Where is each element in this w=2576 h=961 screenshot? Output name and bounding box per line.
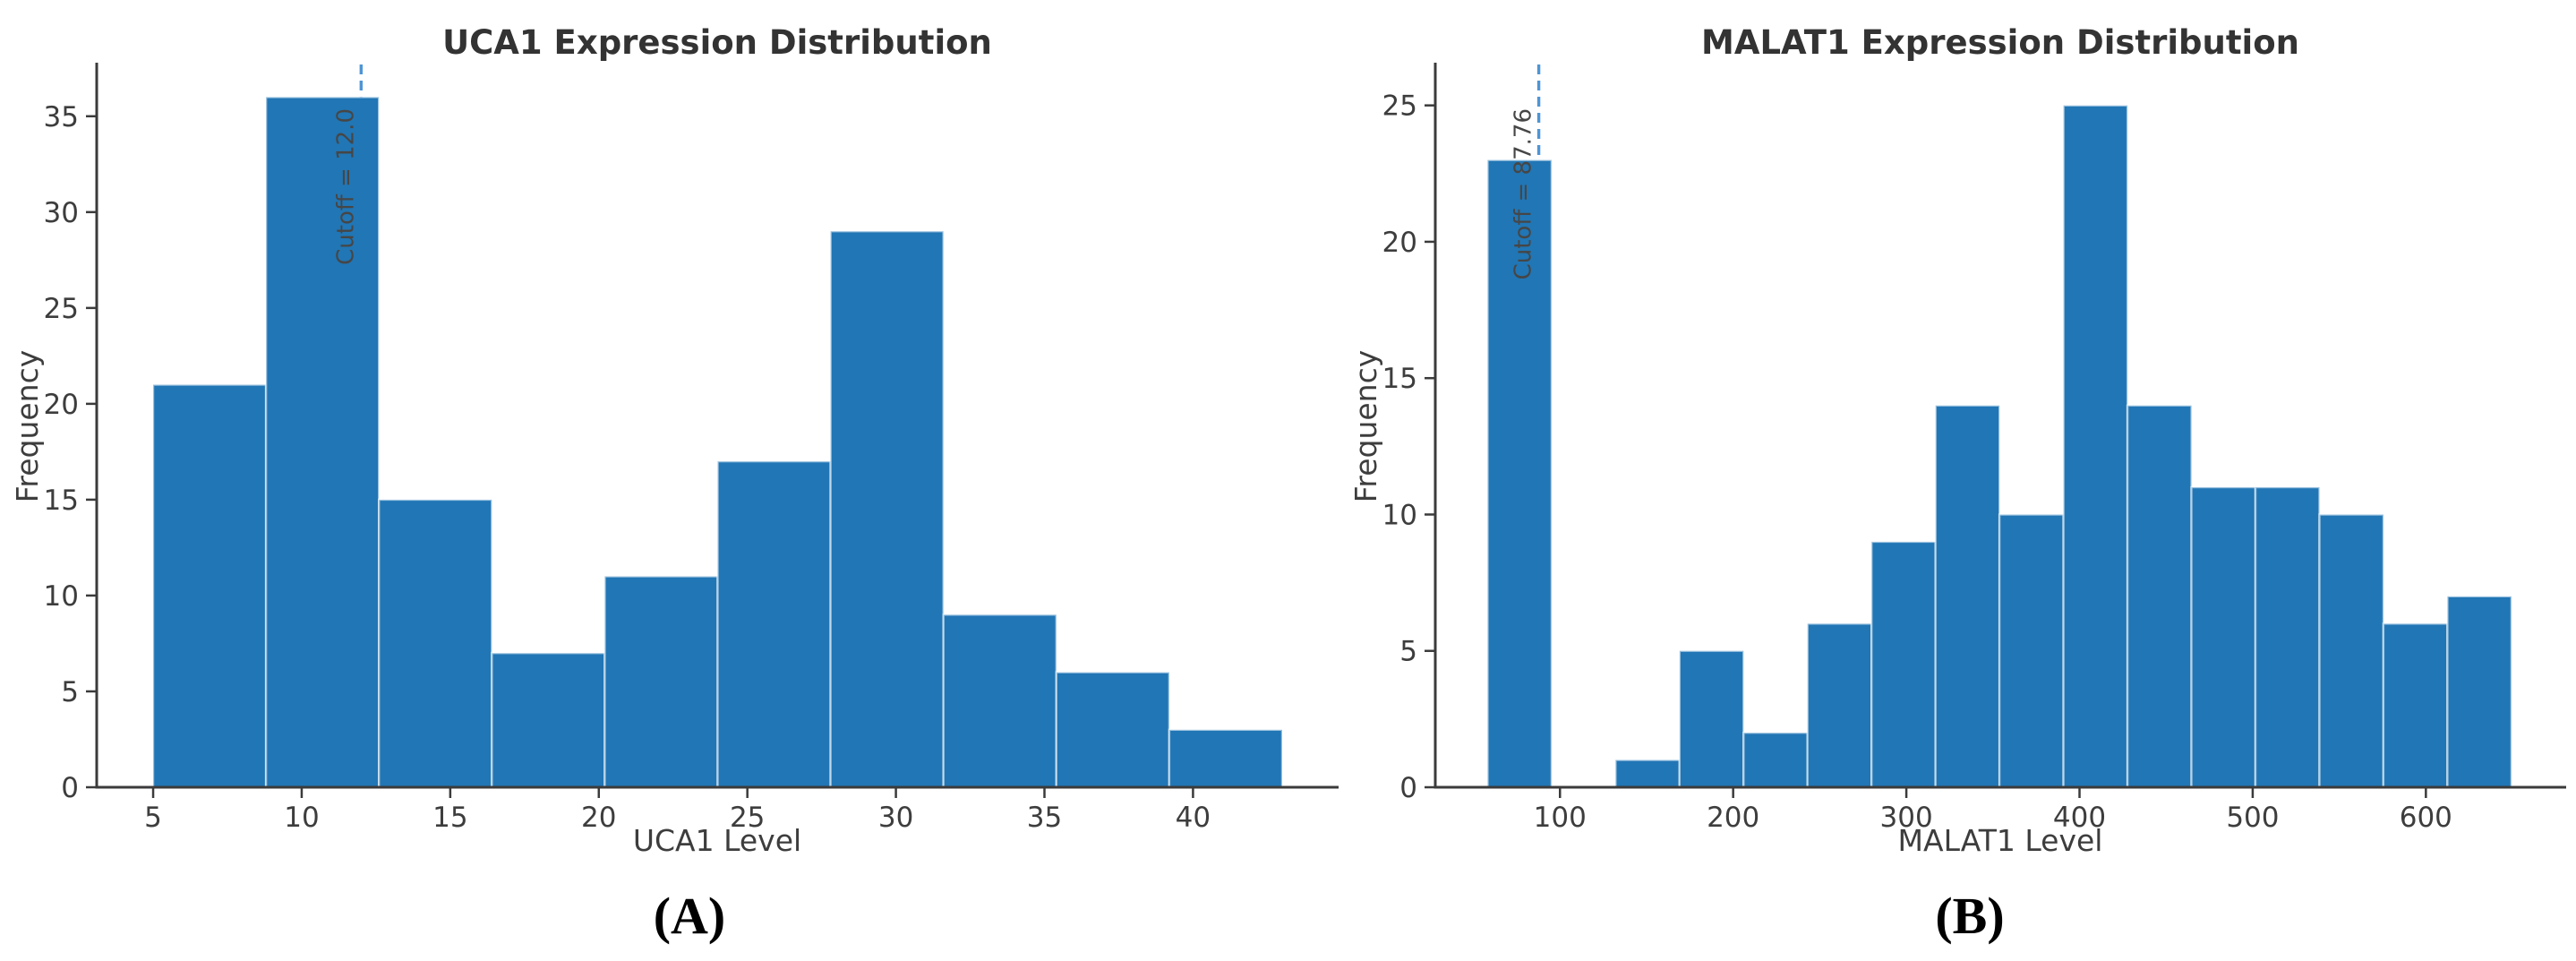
histogram-bar: [1742, 731, 1810, 789]
x-tick-label: 100: [1534, 802, 1587, 834]
x-tick-label: 35: [1027, 802, 1062, 834]
histogram-bar: [2254, 485, 2321, 789]
panel-b-plot-area: 100 200 300 400 500 600 0 5 10 15 20 25 Cutoff = 87.…: [1382, 63, 2566, 834]
histogram-bar: [1614, 759, 1682, 789]
y-tick-label: 0: [1399, 772, 1417, 804]
histogram-bar: [491, 652, 606, 789]
histogram-bar: [151, 383, 268, 789]
y-tick-label: 25: [44, 293, 79, 325]
histogram-bar: [716, 459, 832, 789]
histogram-bar: [1806, 622, 1873, 789]
histogram-bar: [1168, 728, 1284, 789]
histogram-bar: [2382, 622, 2449, 789]
cutoff-annotation-label: Cutoff = 87.76: [1511, 108, 1537, 279]
histogram-bar: [1678, 649, 1745, 789]
histogram-bar: [264, 96, 381, 789]
x-tick-label: 200: [1707, 802, 1759, 834]
histogram-bar: [1486, 159, 1553, 789]
panel-a: UCA1 Expression Distribution 5 10 15 20 25 30…: [10, 23, 1339, 945]
x-tick-label: 400: [2053, 802, 2106, 834]
y-tick-label: 5: [1399, 636, 1417, 668]
x-tick-label: 30: [878, 802, 913, 834]
x-tick-label: 10: [284, 802, 319, 834]
panel-a-y-axis-label: Frequency: [10, 350, 45, 502]
histogram-bar: [829, 230, 945, 789]
y-tick-label: 0: [61, 772, 79, 804]
x-tick-label: 600: [2400, 802, 2452, 834]
y-tick-label: 30: [44, 197, 79, 229]
x-tick-label: 300: [1880, 802, 1933, 834]
x-tick-label: 20: [581, 802, 616, 834]
panel-b-title: MALAT1 Expression Distribution: [1701, 23, 2299, 62]
x-tick-label: 25: [730, 802, 765, 834]
histogram-bar: [2190, 485, 2257, 789]
y-tick-label: 10: [1382, 499, 1417, 531]
histogram-bar: [1934, 404, 2001, 789]
y-tick-label: 10: [44, 580, 79, 613]
histogram-bar: [942, 613, 1057, 789]
y-tick-label: 35: [44, 101, 79, 133]
panel-b-caption: (B): [1935, 887, 2004, 945]
x-tick-label: 15: [432, 802, 467, 834]
histogram-bar: [2126, 404, 2193, 789]
y-tick-label: 5: [61, 676, 79, 708]
y-tick-label: 15: [44, 485, 79, 517]
histogram-bar: [1055, 671, 1171, 789]
y-tick-label: 20: [44, 389, 79, 421]
histogram-bar: [1998, 513, 2065, 789]
y-tick-label: 15: [1382, 363, 1417, 395]
x-tick-label: 5: [144, 802, 162, 834]
panel-a-caption: (A): [654, 887, 726, 945]
panel-b-x-axis-label: MALAT1 Level: [1898, 823, 2103, 858]
histogram-bar: [2446, 595, 2513, 789]
histogram-bar: [378, 498, 493, 789]
panel-b-y-axis-label: Frequency: [1348, 350, 1383, 502]
histogram-bar: [1870, 540, 1937, 789]
histogram-bar: [2318, 513, 2385, 789]
panel-a-x-axis-label: UCA1 Level: [633, 823, 801, 858]
y-tick-label: 25: [1382, 90, 1417, 123]
cutoff-annotation-label: Cutoff = 12.0: [332, 108, 359, 265]
panel-b: MALAT1 Expression Distribution 100 200 300…: [1348, 23, 2566, 945]
histogram-bar: [603, 575, 719, 789]
x-tick-label: 500: [2226, 802, 2279, 834]
histogram-bar: [2062, 104, 2129, 789]
y-tick-label: 20: [1382, 227, 1417, 259]
x-tick-label: 40: [1176, 802, 1211, 834]
panel-a-plot-area: 5 10 15 20 25 30 35 40 0 5 10 15 20 25 30 35 Cutoff = 12…: [44, 63, 1339, 834]
panel-a-title: UCA1 Expression Distribution: [442, 23, 992, 62]
